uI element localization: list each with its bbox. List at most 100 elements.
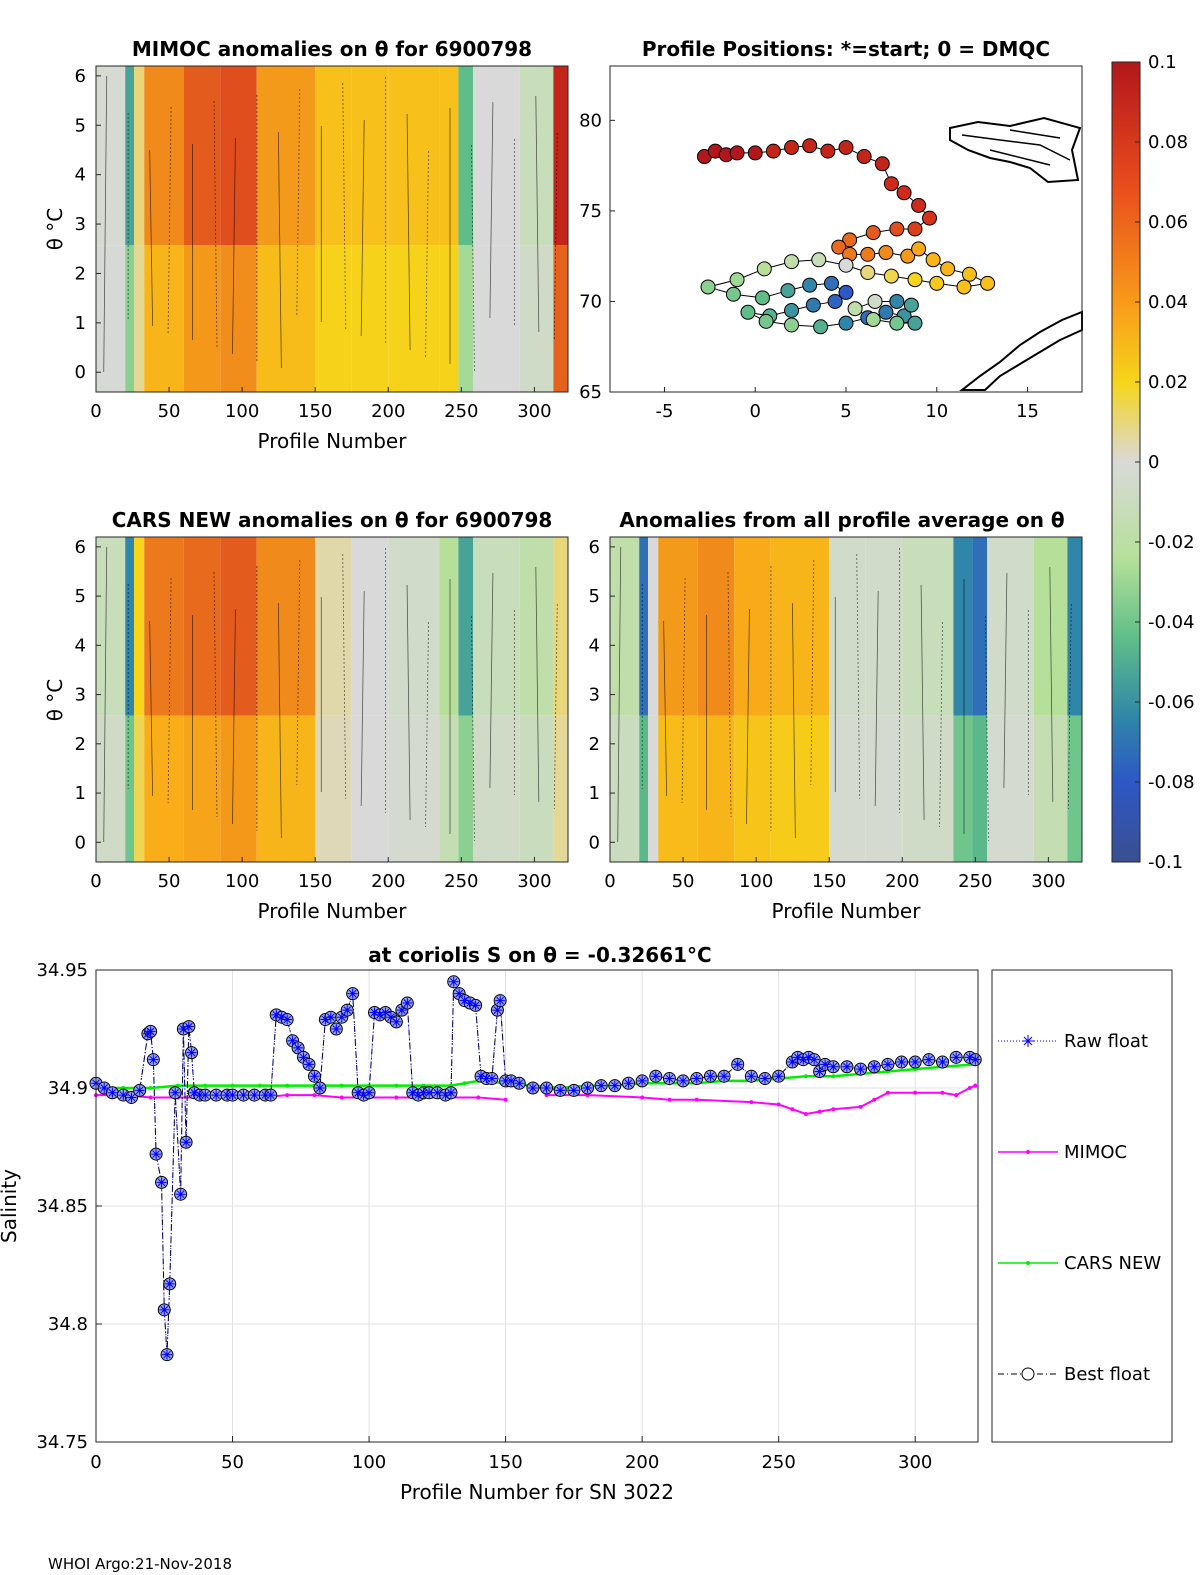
profile-marker xyxy=(961,266,977,282)
y-tick-label: 6 xyxy=(75,537,86,558)
heatmap-cell-lower xyxy=(439,245,459,392)
heatmap-cell-upper xyxy=(865,537,903,716)
heatmap-cell-lower xyxy=(610,715,640,862)
profile-marker xyxy=(831,239,847,255)
y-tick-label: 4 xyxy=(75,635,86,656)
series-raw-marker xyxy=(260,1090,271,1101)
series-raw-marker xyxy=(200,1090,211,1101)
heatmap-cell-upper xyxy=(658,537,698,716)
svalbard-coastline xyxy=(949,116,1082,184)
x-tick-label: 250 xyxy=(444,401,478,422)
cars-axes-box xyxy=(95,536,569,863)
series-mimoc-point xyxy=(148,1095,153,1100)
contour-line xyxy=(1049,566,1054,803)
series-raw-marker xyxy=(445,1087,456,1098)
profile-marker xyxy=(756,261,772,277)
profile-marker xyxy=(838,284,854,300)
colorbar-tick-label: -0.1 xyxy=(1148,852,1183,873)
profile-marker xyxy=(911,197,927,213)
series-raw-marker xyxy=(336,1012,347,1023)
series-raw-marker xyxy=(555,1085,566,1096)
series-raw-marker xyxy=(896,1057,907,1068)
series-mimoc-point xyxy=(885,1090,890,1095)
profile-marker xyxy=(878,304,894,320)
profile-marker xyxy=(780,283,796,299)
heatmap-cell-upper xyxy=(133,66,145,246)
series-raw-marker xyxy=(276,1012,287,1023)
profile-marker xyxy=(729,145,745,161)
series-raw-marker xyxy=(99,1083,110,1093)
salinity-axes-box xyxy=(95,969,979,1443)
colorbar-ticks: 0.1 0.08 0.06 0.04 0.02 0 -0.02 -0.04 -0.06 -0.08… xyxy=(1135,52,1195,873)
heatmap-cell-upper xyxy=(388,537,440,716)
profile-marker xyxy=(823,275,839,291)
series-raw-marker xyxy=(298,1052,309,1063)
profile-marker xyxy=(784,317,800,333)
series-raw-marker xyxy=(465,998,476,1009)
series-raw-marker xyxy=(970,1054,981,1065)
profile-marker xyxy=(889,221,905,237)
y-tick-label: 34.95 xyxy=(36,960,88,981)
profile-marker xyxy=(874,156,890,172)
series-mimoc-point xyxy=(967,1086,972,1090)
series-cars-point xyxy=(831,1074,836,1079)
x-tick-label: 200 xyxy=(625,1452,659,1473)
y-tick-label: 0 xyxy=(589,832,600,853)
profile-marker xyxy=(907,272,923,288)
heatmap-cell-lower xyxy=(144,715,184,862)
profile-marker xyxy=(784,254,800,270)
x-tick-label: 100 xyxy=(352,1452,386,1473)
series-raw-marker xyxy=(448,976,459,987)
heatmap-cell-upper xyxy=(553,537,568,716)
series-raw-marker xyxy=(798,1054,809,1065)
profile-marker xyxy=(700,279,716,295)
float-track xyxy=(696,138,996,335)
series-raw-marker xyxy=(358,1090,369,1101)
profile-marker xyxy=(784,303,800,318)
contour-line xyxy=(277,131,282,369)
contour-line xyxy=(167,106,172,334)
series-raw-marker xyxy=(637,1075,648,1086)
contour-line xyxy=(1003,572,1008,789)
y-tick-label: 3 xyxy=(75,214,86,235)
contour-line xyxy=(920,584,925,821)
heatmap-cell-lower xyxy=(1033,715,1068,862)
series-raw-marker xyxy=(413,1090,424,1101)
colorbar-tick-label: -0.06 xyxy=(1148,692,1195,713)
y-tick-label: 1 xyxy=(589,783,600,804)
heatmap-cell-lower xyxy=(125,715,134,862)
series-raw-marker xyxy=(596,1080,607,1091)
x-tick-label: 200 xyxy=(371,401,405,422)
series-raw-marker xyxy=(303,1059,314,1070)
profile-marker xyxy=(865,225,881,241)
heatmap-cell-lower xyxy=(96,715,126,862)
heatmap-cell-upper xyxy=(183,66,221,246)
heatmap-cell-upper xyxy=(144,537,184,716)
x-tick-label: 300 xyxy=(517,871,551,892)
map-y-tick-label: 70 xyxy=(579,291,602,312)
series-raw-marker xyxy=(719,1071,730,1082)
y-tick-label: 4 xyxy=(75,165,86,186)
heatmap-cell-lower xyxy=(439,715,459,862)
heatmap-cell-upper xyxy=(473,537,520,716)
series-raw-marker xyxy=(364,1087,375,1098)
heatmap-cell-upper xyxy=(144,66,184,246)
series-mimoc-point xyxy=(476,1095,481,1100)
heatmap-cell-lower xyxy=(133,245,145,392)
series-raw-marker xyxy=(869,1061,880,1072)
series-raw-marker xyxy=(148,1054,159,1065)
contour-line xyxy=(489,101,494,319)
heatmap-cell-upper xyxy=(96,66,126,246)
contour-line xyxy=(360,590,365,807)
cars-ylabel: θ °C xyxy=(43,679,67,722)
y-tick-label: 34.9 xyxy=(48,1078,88,1099)
series-raw-marker xyxy=(118,1090,129,1101)
profile-marker xyxy=(956,279,972,295)
series-cars-point xyxy=(394,1083,399,1088)
heatmap-cell-lower xyxy=(865,715,903,862)
series-raw-marker xyxy=(650,1071,661,1082)
series-raw-marker xyxy=(454,988,465,999)
contour-line xyxy=(213,100,218,348)
series-cars-point xyxy=(462,1081,467,1086)
